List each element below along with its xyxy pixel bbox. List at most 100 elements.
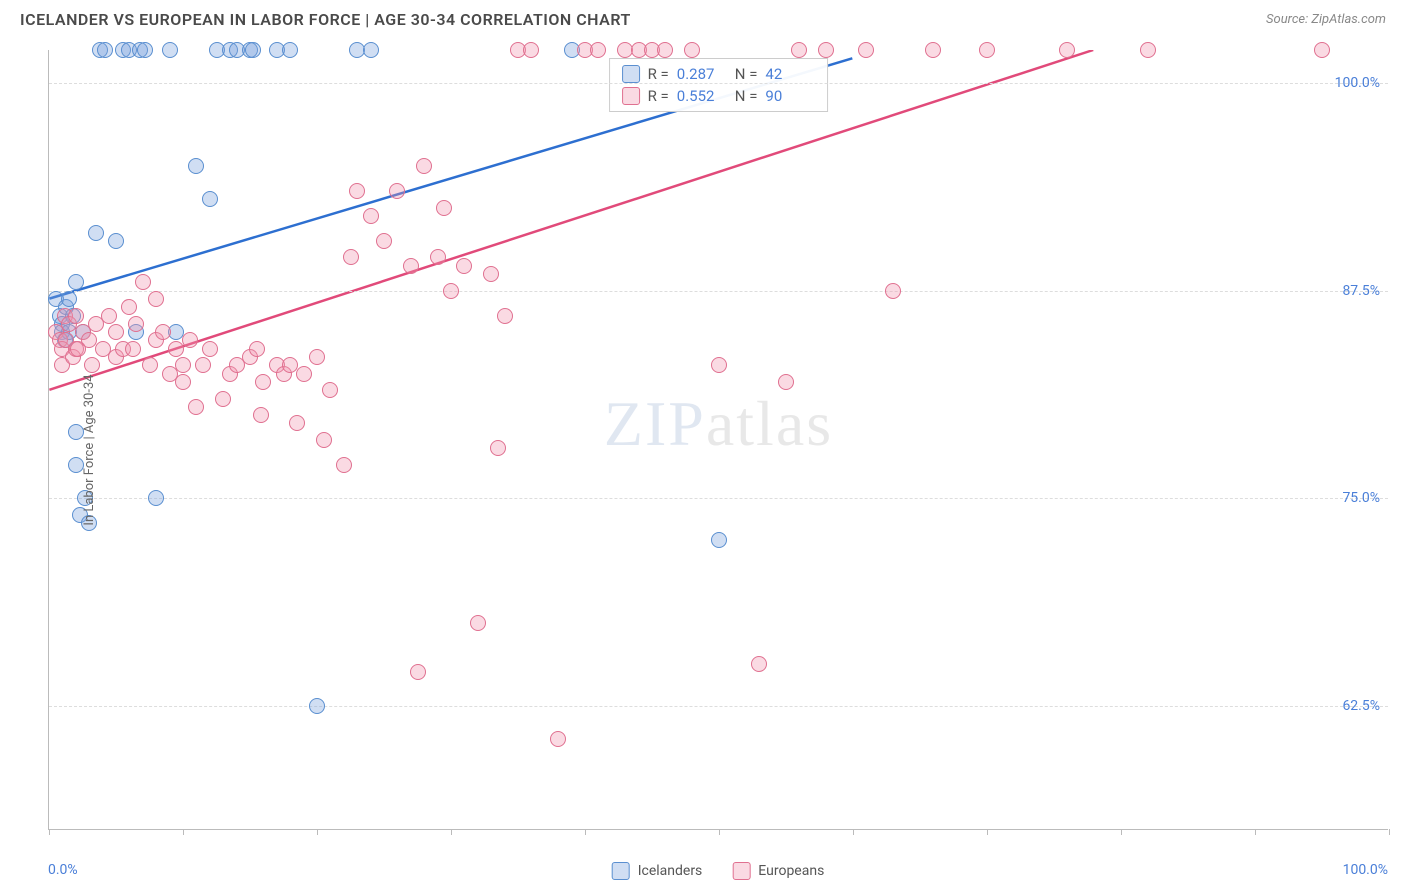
data-point (137, 42, 153, 58)
x-tick (585, 829, 586, 835)
y-tick-label: 87.5% (1342, 283, 1380, 299)
data-point (84, 357, 100, 373)
data-point (349, 183, 365, 199)
data-point (1059, 42, 1075, 58)
data-point (523, 42, 539, 58)
data-point (778, 374, 794, 390)
r-value-europeans: 0.552 (677, 87, 727, 105)
data-point (343, 249, 359, 265)
swatch-europeans (622, 87, 640, 105)
data-point (68, 308, 84, 324)
watermark: ZIPatlas (604, 387, 833, 461)
data-point (215, 391, 231, 407)
data-point (121, 299, 137, 315)
x-tick (317, 829, 318, 835)
data-point (336, 457, 352, 473)
data-point (68, 274, 84, 290)
data-point (309, 349, 325, 365)
data-point (751, 656, 767, 672)
data-point (195, 357, 211, 373)
data-point (148, 291, 164, 307)
data-point (456, 258, 472, 274)
stats-box: R = 0.287 N = 42 R = 0.552 N = 90 (609, 58, 829, 112)
y-axis-title: In Labor Force | Age 30-34 (82, 374, 97, 525)
data-point (282, 42, 298, 58)
data-point (88, 225, 104, 241)
data-point (125, 341, 141, 357)
data-point (436, 200, 452, 216)
stats-row-icelanders: R = 0.287 N = 42 (622, 63, 816, 85)
data-point (363, 42, 379, 58)
x-tick (719, 829, 720, 835)
data-point (711, 532, 727, 548)
data-point (188, 399, 204, 415)
chart-title: ICELANDER VS EUROPEAN IN LABOR FORCE | A… (20, 10, 631, 29)
data-point (202, 191, 218, 207)
data-point (483, 266, 499, 282)
data-point (410, 664, 426, 680)
data-point (590, 42, 606, 58)
x-tick (1389, 829, 1390, 835)
data-point (470, 615, 486, 631)
data-point (885, 283, 901, 299)
data-point (249, 341, 265, 357)
data-point (255, 374, 271, 390)
data-point (430, 249, 446, 265)
data-point (175, 357, 191, 373)
x-tick (1255, 829, 1256, 835)
data-point (497, 308, 513, 324)
data-point (316, 432, 332, 448)
data-point (858, 42, 874, 58)
x-axis-label-min: 0.0% (48, 862, 78, 878)
y-tick-label: 100.0% (1335, 75, 1380, 91)
trend-lines-svg (49, 50, 1388, 829)
data-point (711, 357, 727, 373)
stats-row-europeans: R = 0.552 N = 90 (622, 85, 816, 107)
data-point (376, 233, 392, 249)
data-point (202, 341, 218, 357)
data-point (142, 357, 158, 373)
data-point (128, 316, 144, 332)
data-point (1314, 42, 1330, 58)
chart-container: ZIPatlas R = 0.287 N = 42 R = 0.552 N = … (48, 50, 1388, 850)
bottom-legend: Icelanders Europeans (612, 862, 825, 880)
data-point (108, 324, 124, 340)
data-point (684, 42, 700, 58)
data-point (148, 490, 164, 506)
data-point (296, 366, 312, 382)
legend-item-europeans: Europeans (732, 862, 824, 880)
trend-line (49, 50, 1093, 390)
watermark-bold: ZIP (604, 388, 706, 459)
n-value-europeans: 90 (765, 87, 815, 105)
n-label: N = (735, 87, 758, 105)
watermark-thin: atlas (706, 388, 833, 459)
grid-line (49, 498, 1388, 499)
data-point (175, 374, 191, 390)
data-point (155, 324, 171, 340)
legend-swatch-europeans (732, 862, 750, 880)
data-point (97, 42, 113, 58)
data-point (253, 407, 269, 423)
data-point (791, 42, 807, 58)
r-label: R = (648, 87, 669, 105)
n-label: N = (735, 65, 758, 83)
data-point (389, 183, 405, 199)
r-label: R = (648, 65, 669, 83)
data-point (363, 208, 379, 224)
data-point (443, 283, 459, 299)
data-point (188, 158, 204, 174)
data-point (818, 42, 834, 58)
data-point (979, 42, 995, 58)
data-point (108, 233, 124, 249)
data-point (925, 42, 941, 58)
data-point (550, 731, 566, 747)
data-point (289, 415, 305, 431)
r-value-icelanders: 0.287 (677, 65, 727, 83)
grid-line (49, 291, 1388, 292)
x-axis-label-max: 100.0% (1343, 862, 1388, 878)
x-tick (451, 829, 452, 835)
data-point (162, 42, 178, 58)
grid-line (49, 83, 1388, 84)
n-value-icelanders: 42 (765, 65, 815, 83)
data-point (403, 258, 419, 274)
